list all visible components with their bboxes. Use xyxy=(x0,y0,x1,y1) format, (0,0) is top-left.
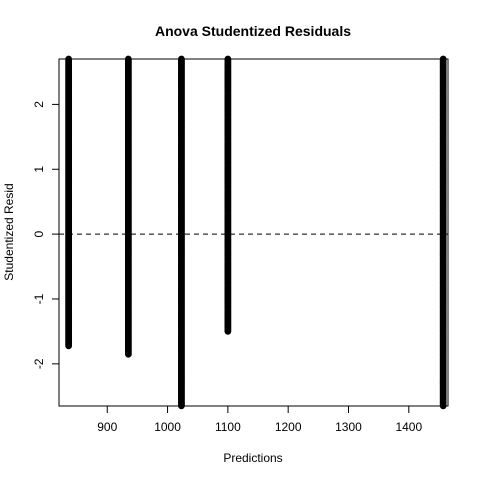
x-tick-label: 1400 xyxy=(395,420,422,434)
plot-frame xyxy=(58,58,449,407)
y-tick-label: 0 xyxy=(32,230,46,237)
y-tick-label: -2 xyxy=(32,358,46,369)
x-tick-label: 900 xyxy=(97,420,117,434)
point-group-5 xyxy=(439,55,447,410)
x-tick-label: 1100 xyxy=(215,420,241,434)
point-group-2 xyxy=(124,55,132,358)
x-axis-label: Predictions xyxy=(223,451,282,465)
plot-marks xyxy=(59,55,448,410)
x-tick-label: 1300 xyxy=(335,420,362,434)
x-tick-label: 1000 xyxy=(154,420,181,434)
y-tick-label: 2 xyxy=(32,101,46,108)
y-axis-label: Studentized Resid xyxy=(2,183,16,280)
point-group-3 xyxy=(178,55,185,410)
point-group-1 xyxy=(65,55,73,350)
chart-title: Anova Studentized Residuals xyxy=(155,23,351,39)
x-tick-label: 1200 xyxy=(275,420,302,434)
y-tick-label: 1 xyxy=(32,166,46,173)
y-tick-label: -1 xyxy=(32,293,46,304)
point-group-4 xyxy=(224,55,232,335)
